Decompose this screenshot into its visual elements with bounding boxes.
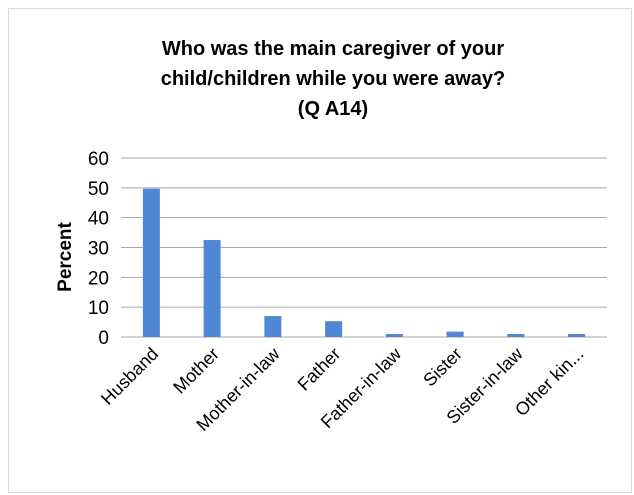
x-tick-label: Father [294,344,345,395]
chart-title-line-1: Who was the main caregiver of your [162,38,505,60]
bar-sister-in-law [507,334,525,337]
x-tick-label: Mother [169,344,223,398]
bar-other-kin [568,334,586,337]
y-tick-label: 30 [88,239,109,260]
bar-husband [142,188,160,337]
chart-title-line-2: child/children while you were away? [161,68,506,90]
bar-mother-in-law [264,316,282,337]
y-axis-ticks: 0 10 20 30 40 50 60 [88,149,109,349]
bar-chart: Who was the main caregiver of your child… [55,38,607,435]
gridlines [121,157,607,338]
y-tick-label: 40 [88,209,109,230]
bar-father [325,321,343,337]
chart-title: Who was the main caregiver of your child… [161,38,506,120]
y-tick-label: 0 [98,328,109,349]
y-tick-label: 10 [88,298,109,319]
chart-frame: Who was the main caregiver of your child… [8,8,632,493]
y-tick-label: 20 [88,268,109,289]
x-tick-label: Sister [419,344,466,391]
x-tick-label: Husband [97,344,162,409]
bar-sister [446,331,464,337]
y-axis-label: Percent [55,221,76,291]
y-tick-label: 50 [88,179,109,200]
y-tick-label: 60 [88,149,109,170]
bar-father-in-law [385,334,403,337]
bar-mother [203,240,221,337]
chart-title-line-3: (Q A14) [298,98,368,120]
bars [142,188,586,337]
